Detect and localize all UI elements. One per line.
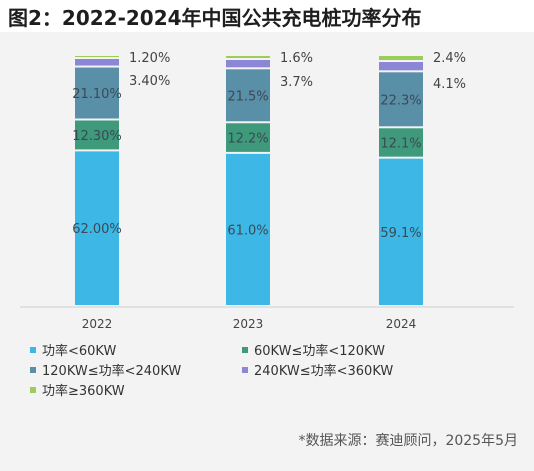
legend-label: 240KW≤功率<360KW (254, 364, 394, 379)
x-tick-label-2022: 2022 (82, 317, 113, 331)
legend-item-s2: 60KW≤功率<120KW (242, 341, 502, 359)
bar-segment-2022-s4 (75, 59, 119, 66)
bar-segment-2023-s2 (226, 123, 270, 152)
data-label-2023-s5: 1.6% (280, 51, 313, 66)
legend-item-s5: 功率≥360KW (30, 381, 242, 399)
data-label-2022-s4: 3.40% (129, 74, 170, 89)
bar-segment-2023-s3 (226, 69, 270, 122)
bar-segment-2022-s2 (75, 120, 119, 150)
legend-swatch-icon (30, 386, 36, 393)
x-tick-label-2024: 2024 (386, 317, 417, 331)
legend-item-s4: 240KW≤功率<360KW (242, 361, 502, 379)
legend-swatch-icon (30, 366, 36, 373)
bar-segment-2022-s1 (75, 151, 119, 305)
bar-segment-2023-s1 (226, 153, 270, 305)
legend-item-s1: 功率<60KW (30, 341, 242, 359)
legend-swatch-icon (30, 346, 36, 353)
legend: 功率<60KW 60KW≤功率<120KW 120KW≤功率<240KW 240… (30, 341, 510, 399)
bar-segment-2023-s5 (226, 56, 270, 59)
stacked-bar-chart: 62.00% 12.30% 21.10% 3.40% 1.20% 61.0% 12.2% 21… (20, 51, 514, 331)
bar-segment-2024-s3 (379, 72, 423, 127)
bar-segment-2024-s1 (379, 158, 423, 305)
data-label-2024-s5: 2.4% (433, 51, 466, 66)
x-tick-labels-group: 2022 2023 2024 (82, 317, 417, 331)
bar-segment-2022-s3 (75, 67, 119, 119)
x-tick-label-2023: 2023 (233, 317, 264, 331)
legend-label: 功率≥360KW (42, 384, 125, 399)
legend-label: 功率<60KW (42, 344, 117, 359)
legend-item-s3: 120KW≤功率<240KW (30, 361, 242, 379)
legend-swatch-icon (242, 346, 248, 353)
chart-title: 图2：2022-2024年中国公共充电桩功率分布 (8, 6, 422, 30)
legend-label: 60KW≤功率<120KW (254, 344, 385, 359)
data-label-2024-s3: 22.3% (380, 93, 421, 108)
bar-segment-2024-s2 (379, 128, 423, 157)
bar-segment-2024-s4 (379, 62, 423, 71)
bar-segment-2023-s4 (226, 60, 270, 68)
legend-swatch-icon (242, 366, 248, 373)
data-label-2024-s1: 59.1% (380, 226, 421, 241)
data-label-2023-s3: 21.5% (227, 89, 268, 104)
data-label-2024-s2: 12.1% (380, 136, 421, 151)
data-label-2022-s5: 1.20% (129, 51, 170, 66)
data-label-2022-s3: 21.10% (72, 87, 122, 102)
bars-group (75, 56, 423, 305)
data-labels-group: 62.00% 12.30% 21.10% 3.40% 1.20% 61.0% 12.2% 21… (72, 51, 466, 241)
bar-segment-2022-s5 (75, 56, 119, 58)
data-label-2024-s4: 4.1% (433, 77, 466, 92)
data-label-2022-s1: 62.00% (72, 222, 122, 237)
data-label-2023-s2: 12.2% (227, 132, 268, 147)
data-label-2023-s1: 61.0% (227, 223, 268, 238)
legend-label: 120KW≤功率<240KW (42, 364, 182, 379)
data-label-2022-s2: 12.30% (72, 129, 122, 144)
data-label-2023-s4: 3.7% (280, 75, 313, 90)
bar-segment-2024-s5 (379, 56, 423, 61)
source-note: *数据来源：赛迪顾问，2025年5月 (298, 433, 518, 449)
